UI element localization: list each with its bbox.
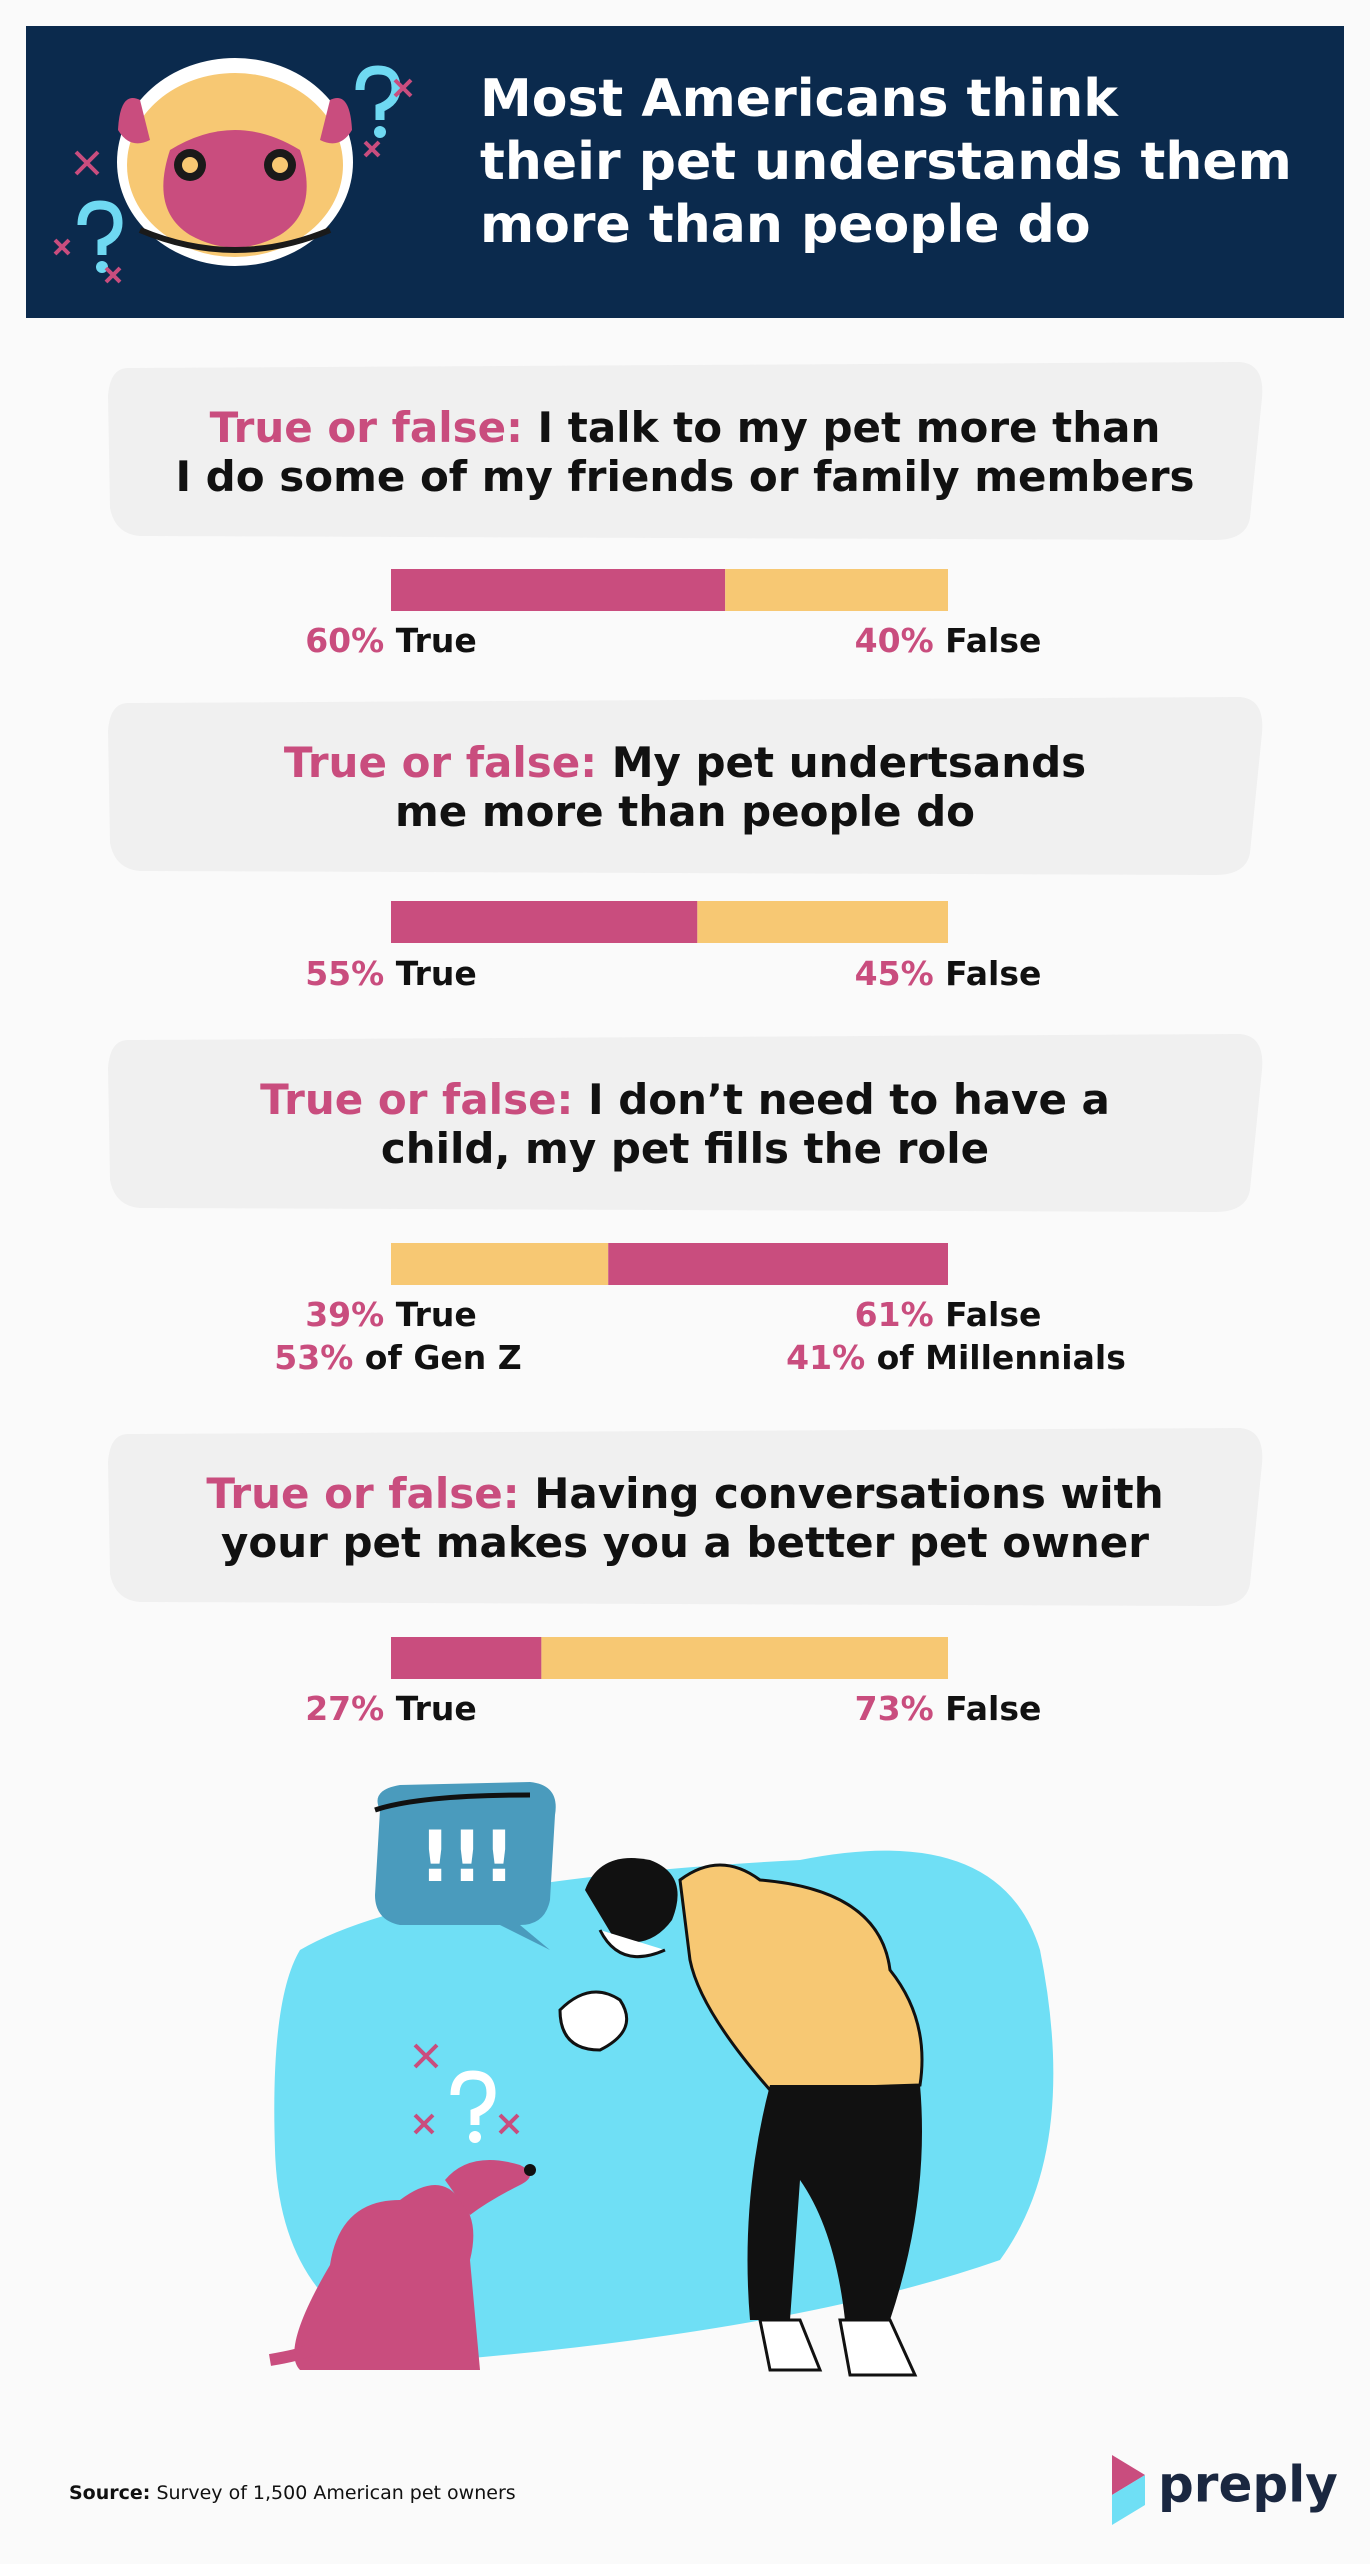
question-text: your pet makes you a better pet owner (221, 1518, 1149, 1567)
question-line: I don’t need to have a (588, 1075, 1110, 1124)
question-prefix: True or false: (206, 1469, 519, 1518)
question-line: me more than people do (395, 787, 975, 836)
segment-percent: 55% (305, 954, 384, 993)
segment-name: False (945, 1689, 1041, 1728)
segment-percent: 73% (855, 1689, 934, 1728)
segment-name: False (945, 954, 1041, 993)
pug-icon (53, 58, 413, 284)
question-card (108, 697, 1263, 875)
question-text: True or false: Having conversations with (206, 1469, 1163, 1518)
question-prefix: True or false: (260, 1075, 573, 1124)
header-title: their pet understands them (480, 132, 1292, 192)
bar-segment (391, 901, 698, 943)
header-title: Most Americans think (480, 69, 1119, 129)
segment-percent: 45% (855, 954, 934, 993)
segment-name: True (396, 1689, 477, 1728)
brand-logo-mark (1112, 2455, 1145, 2495)
segment-name: False (945, 1295, 1041, 1334)
segment-label: 73% False (855, 1689, 1042, 1728)
question-line: Having conversations with (534, 1469, 1163, 1518)
segment-label: 40% False (855, 621, 1042, 660)
question-prefix: True or false: (284, 738, 597, 787)
illustration (269, 1782, 1054, 2377)
bar-segment (697, 901, 948, 943)
question-text: child, my pet fills the role (381, 1124, 989, 1173)
bar-segment (608, 1243, 948, 1285)
segment-percent: 61% (855, 1295, 934, 1334)
brand-logo-mark (1112, 2475, 1145, 2525)
segment-label: 27% True (305, 1689, 477, 1728)
brand-name: preply (1158, 2456, 1338, 2514)
segment-percent: 39% (305, 1295, 384, 1334)
question-text: True or false: I don’t need to have a (260, 1075, 1110, 1124)
question-line: child, my pet fills the role (381, 1124, 989, 1173)
question-text: me more than people do (395, 787, 975, 836)
question-card (108, 1034, 1263, 1212)
source-text: Survey of 1,500 American pet owners (156, 2482, 515, 2504)
segment-name: True (396, 954, 477, 993)
question-card (108, 1428, 1263, 1606)
source-note: Source: Survey of 1,500 American pet own… (69, 2482, 516, 2504)
bar-segment (725, 569, 948, 611)
bar-segment (541, 1637, 948, 1679)
note-percent: 53% (274, 1338, 353, 1377)
segment-percent: 40% (855, 621, 934, 660)
note-text: of Gen Z (365, 1338, 522, 1377)
segment-percent: 27% (305, 1689, 384, 1728)
segment-note: 53% of Gen Z (274, 1338, 521, 1377)
speech-bubble-text: !!! (419, 1816, 515, 1898)
note-text: of Millennials (877, 1338, 1126, 1377)
question-line: My pet undertsands (612, 738, 1087, 787)
segment-label: 61% False (855, 1295, 1042, 1334)
question-line: I talk to my pet more than (538, 403, 1161, 452)
segment-name: True (396, 621, 477, 660)
question-text: True or false: I talk to my pet more tha… (210, 403, 1161, 452)
header-title: more than people do (480, 195, 1091, 255)
segment-name: True (396, 1295, 477, 1334)
bar-segment (391, 1637, 542, 1679)
bar-segment (391, 569, 726, 611)
question-text: True or false: My pet undertsands (284, 738, 1086, 787)
question-line: your pet makes you a better pet owner (221, 1518, 1149, 1567)
question-line: I do some of my friends or family member… (175, 452, 1194, 501)
source-label: Source: (69, 2482, 150, 2504)
question-prefix: True or false: (210, 403, 523, 452)
question-text: I do some of my friends or family member… (175, 452, 1194, 501)
segment-label: 55% True (305, 954, 477, 993)
segment-percent: 60% (305, 621, 384, 660)
segment-label: 45% False (855, 954, 1042, 993)
segment-name: False (945, 621, 1041, 660)
question-card (108, 362, 1263, 540)
bar-segment (391, 1243, 609, 1285)
segment-label: 39% True (305, 1295, 477, 1334)
note-percent: 41% (786, 1338, 865, 1377)
segment-note: 41% of Millennials (786, 1338, 1126, 1377)
segment-label: 60% True (305, 621, 477, 660)
